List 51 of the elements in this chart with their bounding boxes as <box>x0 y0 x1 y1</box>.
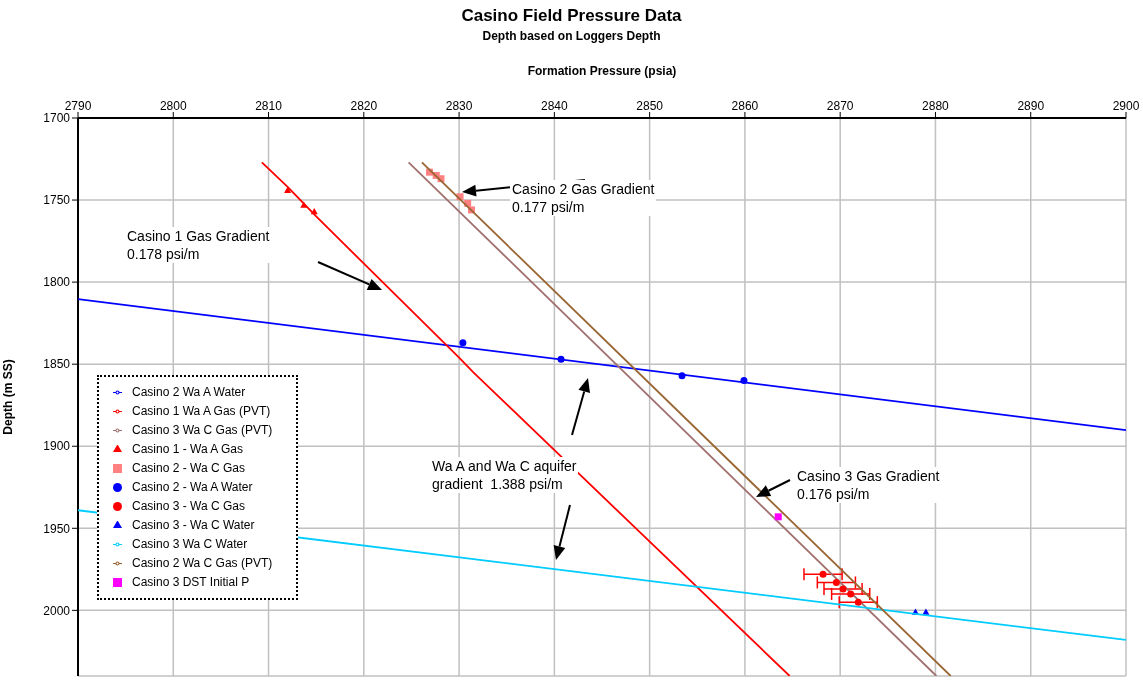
legend-label: Casino 1 - Wa A Gas <box>132 442 243 456</box>
x-tick-label: 2850 <box>636 99 664 113</box>
x-tick-label: 2860 <box>731 99 759 113</box>
x-tick-label: 2810 <box>255 99 283 113</box>
y-tick-label: 1700 <box>43 111 71 126</box>
x-tick-label: 2830 <box>445 99 473 113</box>
legend-label: Casino 3 - Wa C Water <box>132 518 255 532</box>
point <box>459 339 467 347</box>
y-tick-label: 1800 <box>43 275 71 290</box>
x-tick-label: 2880 <box>922 99 950 113</box>
legend-label: Casino 1 Wa A Gas (PVT) <box>132 404 271 418</box>
x-axis-title: Formation Pressure (psia) <box>526 64 678 78</box>
legend-label: Casino 2 Wa C Gas (PVT) <box>132 556 273 570</box>
x-tick-label: 2820 <box>350 99 378 113</box>
x-tick-label: 2800 <box>159 99 187 113</box>
x-tick-label: 2890 <box>1017 99 1045 113</box>
point <box>774 513 782 521</box>
chart-subtitle: Depth based on Loggers Depth <box>481 29 662 43</box>
legend-label: Casino 3 Wa C Water <box>132 537 248 551</box>
point <box>854 598 862 606</box>
x-tick-label: 2870 <box>826 99 854 113</box>
y-tick-label: 1950 <box>43 521 71 536</box>
legend-label: Casino 3 Wa C Gas (PVT) <box>132 423 273 437</box>
annotation: Casino 2 Gas Gradient 0.177 psi/m <box>510 180 657 216</box>
point <box>284 186 292 194</box>
point <box>819 570 827 578</box>
point <box>678 372 686 380</box>
point <box>557 355 565 363</box>
annotation: Wa A and Wa C aquifer gradient 1.388 psi/m <box>430 457 579 493</box>
x-tick-label: 2900 <box>1112 99 1140 113</box>
point <box>300 201 308 208</box>
chart-title: Casino Field Pressure Data <box>460 6 683 26</box>
legend-label: Casino 2 - Wa C Gas <box>132 461 245 475</box>
point <box>740 377 748 385</box>
legend-label: Casino 2 Wa A Water <box>132 385 246 399</box>
annotation: Casino 3 Gas Gradient 0.176 psi/m <box>795 467 942 503</box>
point <box>839 585 847 593</box>
legend-label: Casino 3 - Wa C Gas <box>132 499 245 513</box>
y-tick-label: 1850 <box>43 357 71 372</box>
y-tick-label: 2000 <box>43 603 71 618</box>
x-tick-label: 2790 <box>64 99 92 113</box>
point <box>832 578 840 586</box>
y-axis-title: Depth (m SS) <box>1 359 16 435</box>
x-tick-label: 2840 <box>541 99 569 113</box>
legend-label: Casino 2 - Wa A Water <box>132 480 253 494</box>
annotation: Casino 1 Gas Gradient 0.178 psi/m <box>125 227 272 263</box>
y-tick-label: 1750 <box>43 193 71 208</box>
legend-label: Casino 3 DST Initial P <box>132 575 250 589</box>
y-tick-label: 1900 <box>43 439 71 454</box>
point <box>847 590 855 598</box>
point <box>310 208 318 215</box>
